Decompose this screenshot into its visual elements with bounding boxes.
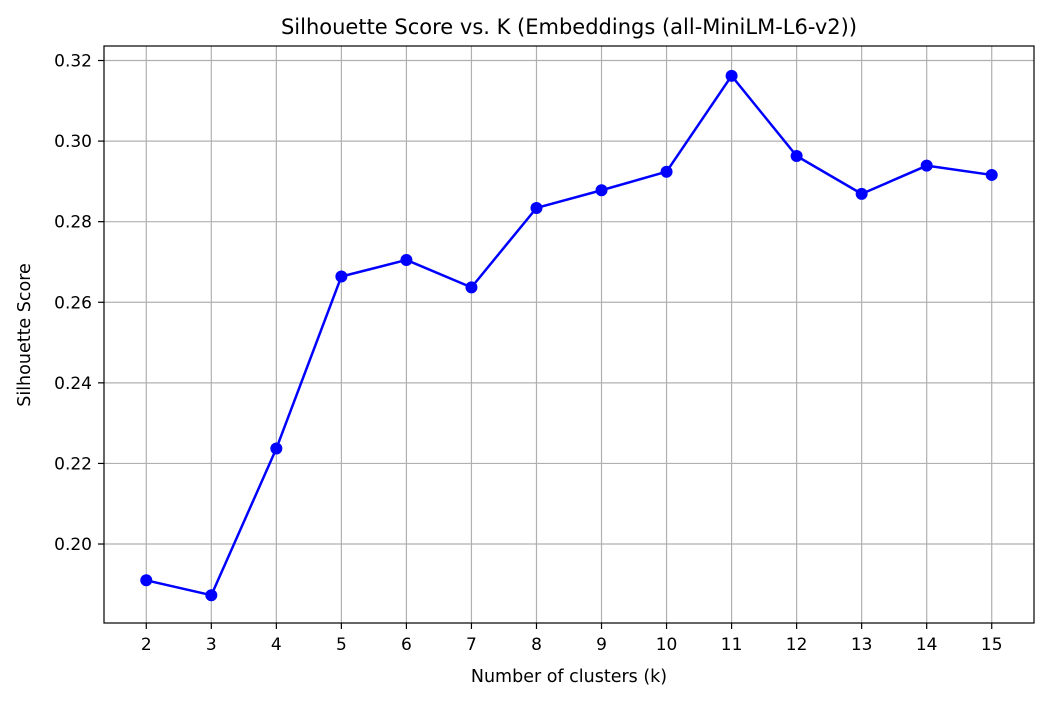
data-point bbox=[270, 442, 283, 455]
data-point bbox=[465, 281, 478, 294]
x-tick-label: 4 bbox=[271, 635, 282, 655]
x-tick-label: 6 bbox=[401, 635, 412, 655]
x-tick-label: 11 bbox=[721, 635, 743, 655]
y-tick-label: 0.30 bbox=[54, 132, 92, 152]
x-tick-label: 2 bbox=[141, 635, 152, 655]
x-tick-label: 15 bbox=[981, 635, 1003, 655]
data-point bbox=[335, 270, 348, 283]
y-axis-label: Silhouette Score bbox=[15, 263, 35, 407]
data-point bbox=[725, 69, 738, 82]
plot-frame bbox=[103, 45, 1035, 624]
data-point bbox=[140, 574, 153, 587]
chart-title: Silhouette Score vs. K (Embeddings (all-… bbox=[281, 15, 857, 39]
y-axis-ticks: 0.20 0.22 0.24 0.26 0.28 0.30 0.32 bbox=[54, 52, 104, 555]
data-point bbox=[790, 150, 803, 163]
data-point bbox=[920, 159, 933, 172]
y-tick-label: 0.32 bbox=[54, 52, 92, 72]
data-point bbox=[530, 201, 543, 214]
y-tick-label: 0.20 bbox=[54, 535, 92, 555]
y-tick-label: 0.22 bbox=[54, 454, 92, 474]
x-tick-label: 14 bbox=[916, 635, 938, 655]
data-point bbox=[660, 165, 673, 178]
data-point bbox=[400, 253, 413, 266]
grid bbox=[104, 46, 1034, 623]
x-axis-ticks: 2 3 4 5 6 7 8 9 10 11 12 13 14 15 bbox=[141, 623, 1003, 655]
x-tick-label: 5 bbox=[336, 635, 347, 655]
data-point bbox=[595, 184, 608, 197]
y-tick-label: 0.26 bbox=[54, 293, 92, 313]
data-series bbox=[140, 69, 998, 602]
x-tick-label: 13 bbox=[851, 635, 873, 655]
y-tick-label: 0.24 bbox=[54, 374, 92, 394]
y-tick-label: 0.28 bbox=[54, 213, 92, 233]
x-axis-label: Number of clusters (k) bbox=[471, 667, 667, 687]
x-tick-label: 8 bbox=[531, 635, 542, 655]
x-tick-label: 3 bbox=[206, 635, 217, 655]
x-tick-label: 12 bbox=[786, 635, 808, 655]
data-point bbox=[985, 168, 998, 181]
x-tick-label: 10 bbox=[656, 635, 678, 655]
x-tick-label: 9 bbox=[596, 635, 607, 655]
data-point bbox=[855, 187, 868, 200]
series-line bbox=[145, 74, 992, 597]
data-point bbox=[205, 589, 218, 602]
x-tick-label: 7 bbox=[466, 635, 477, 655]
